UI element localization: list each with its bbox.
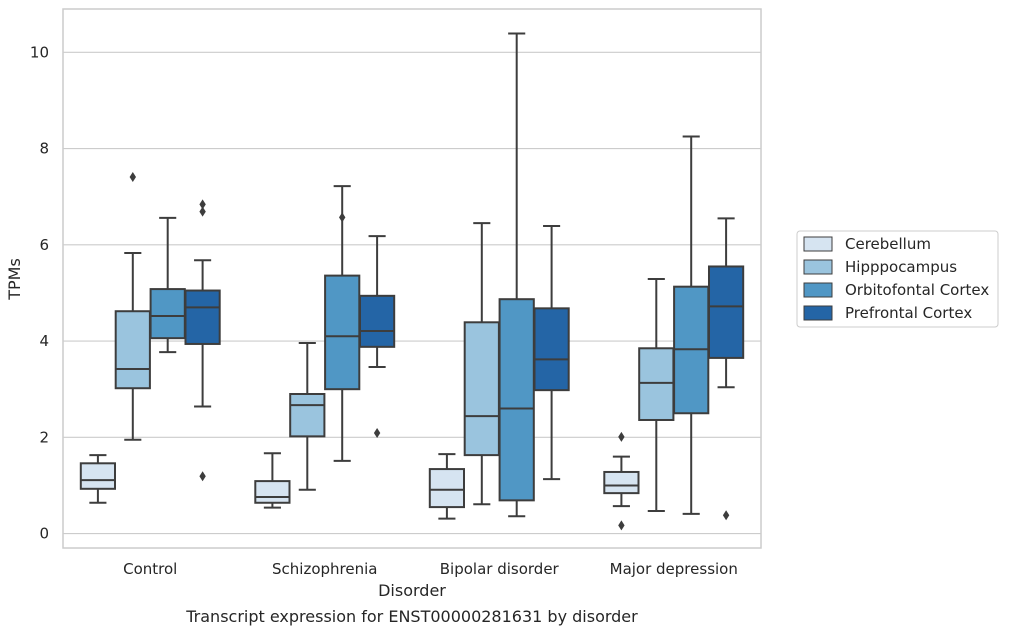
box-cerebellum: [254, 452, 291, 509]
box-prefrontal-cortex: [358, 235, 396, 438]
y-tick-label: 10: [30, 43, 49, 61]
box-hipppocampus: [638, 277, 675, 512]
legend-swatch: [803, 236, 833, 252]
y-tick-label: 2: [39, 428, 49, 446]
outlier-point: [618, 520, 625, 531]
chart-caption: Transcript expression for ENST0000028163…: [185, 607, 638, 626]
y-tick-label: 6: [39, 236, 49, 254]
outlier-point: [722, 510, 730, 521]
box-orbitofontal-cortex: [324, 185, 361, 462]
legend-label: Cerebellum: [845, 235, 931, 253]
y-axis-ticks: 0 2 4 6 8 10: [30, 43, 49, 542]
legend-label: Orbitofontal Cortex: [845, 281, 989, 299]
outlier-point: [618, 431, 625, 442]
iqr-box: [254, 480, 291, 504]
box-cerebellum: [603, 431, 640, 531]
iqr-box: [603, 470, 640, 495]
iqr-box: [324, 274, 361, 391]
y-tick-label: 0: [39, 525, 49, 543]
iqr-box: [707, 265, 745, 359]
legend-label: Prefrontal Cortex: [845, 304, 972, 322]
iqr-box: [358, 294, 396, 348]
iqr-box: [428, 468, 466, 509]
box-hipppocampus: [463, 222, 500, 506]
outlier-point: [199, 199, 206, 210]
outlier-point: [129, 171, 136, 182]
x-tick-label: Control: [123, 560, 177, 578]
legend: Cerebellum Hipppocampus Orbitofontal Corte…: [796, 230, 999, 328]
iqr-box: [289, 393, 326, 438]
iqr-box: [114, 310, 151, 390]
outlier-point: [339, 212, 346, 223]
y-tick-label: 8: [39, 140, 49, 158]
y-tick-label: 4: [39, 332, 49, 350]
legend-swatch: [803, 259, 833, 275]
plot-frame: [62, 8, 762, 549]
x-axis-title: Disorder: [378, 581, 446, 600]
box-prefrontal-cortex: [184, 199, 221, 482]
box-hipppocampus: [114, 171, 151, 441]
box-prefrontal-cortex: [533, 225, 570, 481]
outlier-point: [373, 427, 381, 438]
box-cerebellum: [79, 454, 117, 504]
x-tick-label: Schizophrenia: [272, 560, 377, 578]
legend-swatch: [803, 282, 833, 298]
grid-lines: [63, 51, 761, 535]
x-tick-label: Bipolar disorder: [440, 560, 560, 578]
iqr-box: [638, 347, 675, 421]
box-orbitofontal-cortex: [673, 135, 710, 515]
legend-frame: [796, 230, 999, 328]
y-axis-title: TPMs: [5, 258, 24, 301]
iqr-box: [79, 462, 117, 490]
box-prefrontal-cortex: [707, 217, 745, 521]
outlier-point: [199, 471, 206, 482]
outlier-point: [199, 206, 206, 217]
x-axis-ticks: Control Schizophrenia Bipolar disorder Majo…: [123, 560, 738, 578]
iqr-box: [533, 307, 570, 392]
legend-label: Hipppocampus: [845, 258, 957, 276]
x-tick-label: Major depression: [610, 560, 738, 578]
boxes: [79, 32, 745, 531]
legend-swatch: [803, 305, 833, 321]
iqr-box: [463, 321, 500, 457]
iqr-box: [184, 289, 221, 345]
box-orbitofontal-cortex: [498, 32, 535, 518]
iqr-box: [149, 288, 186, 340]
box-orbitofontal-cortex: [149, 216, 186, 354]
iqr-box: [498, 298, 535, 502]
box-cerebellum: [428, 453, 466, 520]
box-hipppocampus: [289, 341, 326, 491]
